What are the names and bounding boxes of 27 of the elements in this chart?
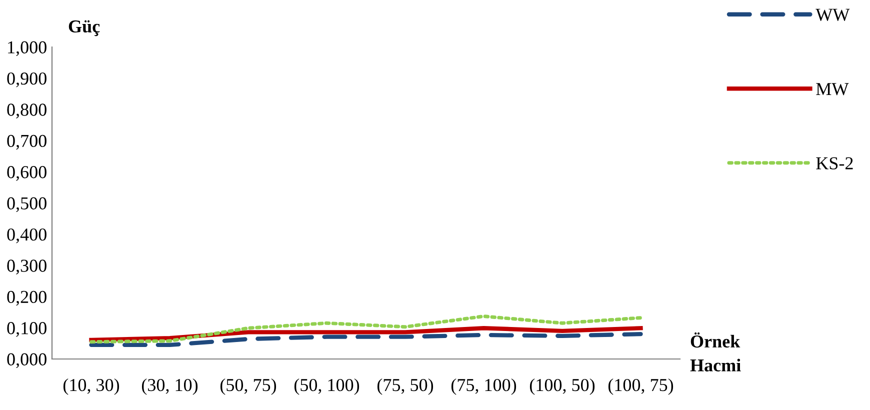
- y-tick-label: 0,300: [7, 260, 46, 274]
- legend-label: WW: [816, 8, 850, 21]
- x-tick-label: (75, 50): [377, 378, 434, 395]
- line-series: [89, 326, 643, 342]
- x-tick-label: (100, 50): [530, 378, 595, 395]
- y-tick-label: 0,200: [7, 290, 46, 306]
- line-series: [90, 314, 642, 344]
- x-tick-label: (100, 75): [608, 378, 674, 395]
- y-tick-label: 1,000: [8, 41, 46, 56]
- x-tick-label: (50, 100): [294, 378, 360, 395]
- legend-label: KS-2: [816, 157, 853, 170]
- x-axis-title: Örnek Hacmi: [690, 332, 741, 372]
- legend-label: MW: [816, 83, 849, 96]
- x-tick-label: (30, 10): [142, 378, 198, 395]
- y-tick-label: 0,100: [7, 322, 46, 337]
- y-tick-label: 0,900: [7, 72, 46, 88]
- x-tick-label: (10, 30): [63, 378, 120, 395]
- x-tick-label: (75, 100): [451, 378, 516, 395]
- y-tick-label: 0,700: [7, 134, 46, 150]
- line-series: [89, 332, 643, 348]
- y-axis-title: Güç: [68, 20, 100, 36]
- y-tick-label: 0,000: [7, 353, 46, 368]
- y-tick-label: 0,400: [7, 228, 46, 244]
- x-tick-label: (50, 75): [220, 378, 276, 395]
- y-tick-label: 0,500: [7, 197, 46, 212]
- y-tick-label: 0,600: [7, 166, 46, 181]
- y-tick-label: 0,800: [7, 104, 46, 118]
